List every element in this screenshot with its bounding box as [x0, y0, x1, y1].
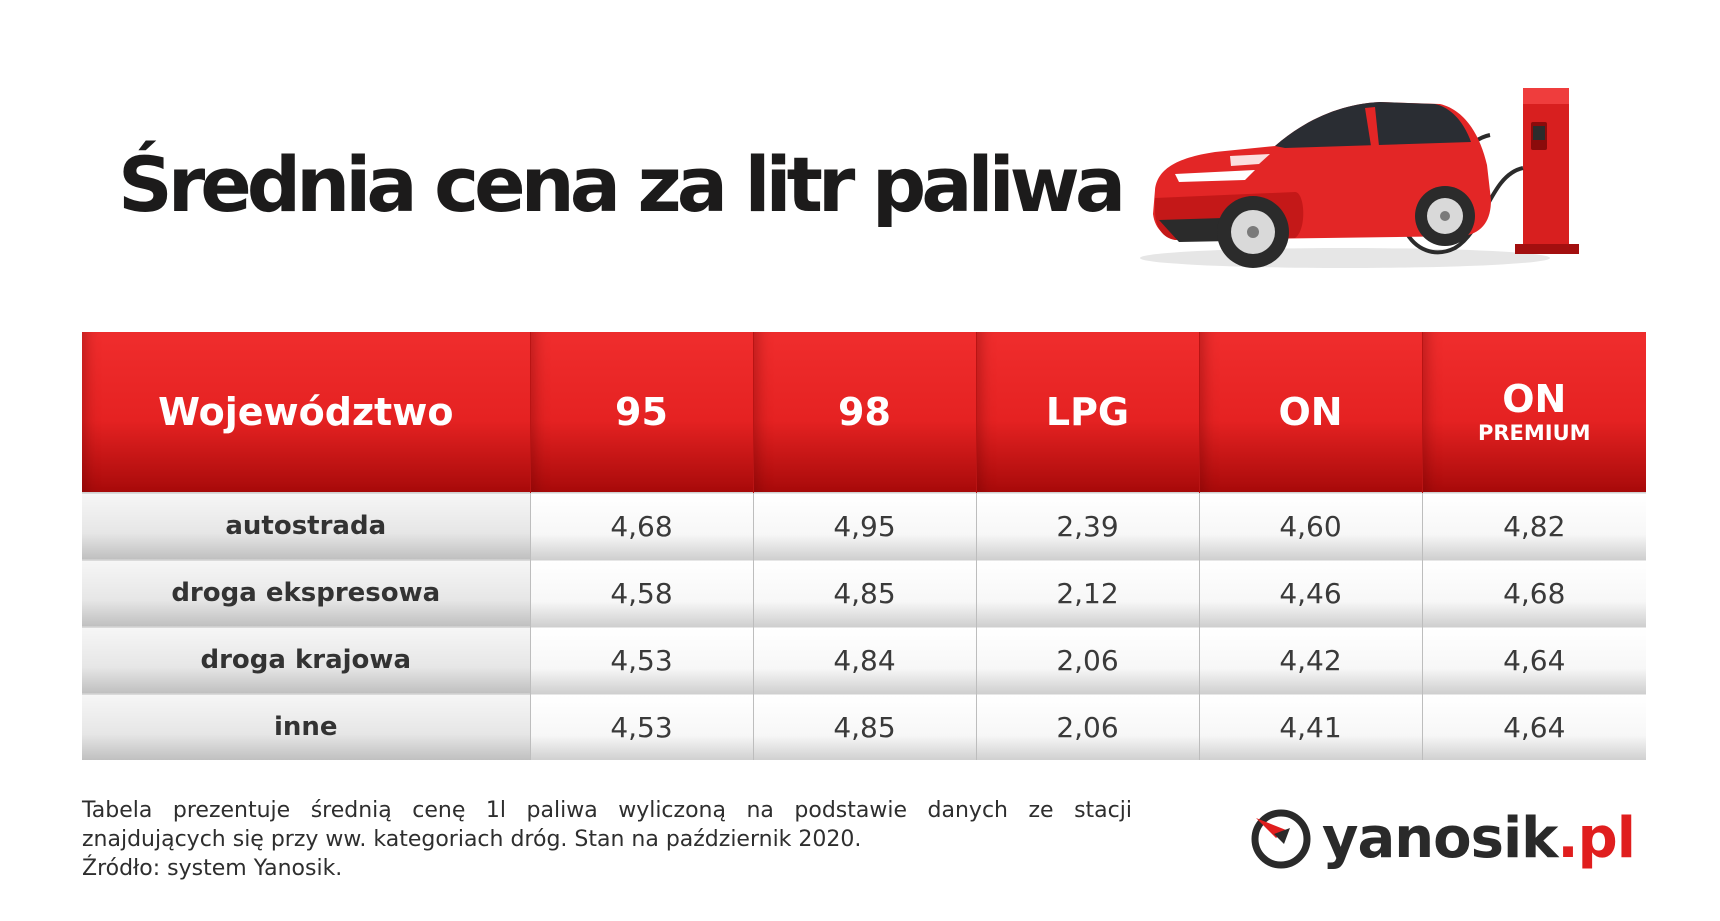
header-label: ON — [1502, 377, 1567, 421]
footnote-description: Tabela prezentuje średnią cenę 1l paliwa… — [82, 798, 1132, 852]
yanosik-logo: yanosik.pl — [1250, 806, 1636, 871]
table-row: autostrada 4,68 4,95 2,39 4,60 4,82 — [82, 492, 1646, 560]
price-cell: 4,68 — [1422, 559, 1646, 627]
price-cell: 4,46 — [1199, 559, 1423, 627]
logo-wordmark: yanosik.pl — [1322, 806, 1636, 871]
price-cell: 4,53 — [530, 626, 754, 694]
header-label: ON — [1278, 390, 1343, 434]
header-label: 98 — [838, 390, 891, 434]
footnote-source: Źródło: system Yanosik. — [82, 856, 343, 881]
price-cell: 4,41 — [1199, 693, 1423, 760]
header-on: ON — [1199, 332, 1423, 493]
price-cell: 4,68 — [530, 492, 754, 560]
price-cell: 2,12 — [976, 559, 1200, 627]
row-name: autostrada — [82, 492, 531, 560]
price-cell: 4,60 — [1199, 492, 1423, 560]
header-lpg: LPG — [976, 332, 1200, 493]
header-label: Województwo — [158, 390, 454, 434]
price-cell: 4,84 — [753, 626, 977, 694]
header-sublabel: PREMIUM — [1477, 421, 1591, 445]
price-cell: 2,06 — [976, 626, 1200, 694]
header-wojewodztwo: Województwo — [82, 332, 531, 493]
row-name: droga ekspresowa — [82, 559, 531, 627]
logo-tld: .pl — [1557, 806, 1636, 871]
price-cell: 2,06 — [976, 693, 1200, 760]
header-98: 98 — [753, 332, 977, 493]
row-name: inne — [82, 693, 531, 760]
price-cell: 4,64 — [1422, 693, 1646, 760]
header-label: LPG — [1045, 390, 1130, 434]
price-cell: 4,58 — [530, 559, 754, 627]
header-label: 95 — [615, 390, 668, 434]
row-name: droga krajowa — [82, 626, 531, 694]
price-cell: 2,39 — [976, 492, 1200, 560]
table-row: droga krajowa 4,53 4,84 2,06 4,42 4,64 — [82, 626, 1646, 694]
price-cell: 4,95 — [753, 492, 977, 560]
footnote: Tabela prezentuje średnią cenę 1l paliwa… — [82, 796, 1132, 883]
price-cell: 4,64 — [1422, 626, 1646, 694]
yanosik-logo-icon — [1251, 809, 1311, 868]
logo-name: yanosik — [1322, 806, 1558, 871]
table-header-row: Województwo 95 98 LPG ON ON PREMIUM — [82, 332, 1646, 493]
table-row: inne 4,53 4,85 2,06 4,41 4,64 — [82, 693, 1646, 760]
header-95: 95 — [530, 332, 754, 493]
price-cell: 4,53 — [530, 693, 754, 760]
price-cell: 4,42 — [1199, 626, 1423, 694]
price-cell: 4,85 — [753, 559, 977, 627]
price-cell: 4,85 — [753, 693, 977, 760]
table-row: droga ekspresowa 4,58 4,85 2,12 4,46 4,6… — [82, 559, 1646, 627]
fuel-price-table: Województwo 95 98 LPG ON ON PREMIUM auto… — [82, 332, 1646, 760]
page-title: Średnia cena za litr paliwa — [118, 140, 1126, 229]
header-on-premium: ON PREMIUM — [1422, 332, 1646, 493]
car-charging-illustration — [1140, 88, 1579, 268]
price-cell: 4,82 — [1422, 492, 1646, 560]
